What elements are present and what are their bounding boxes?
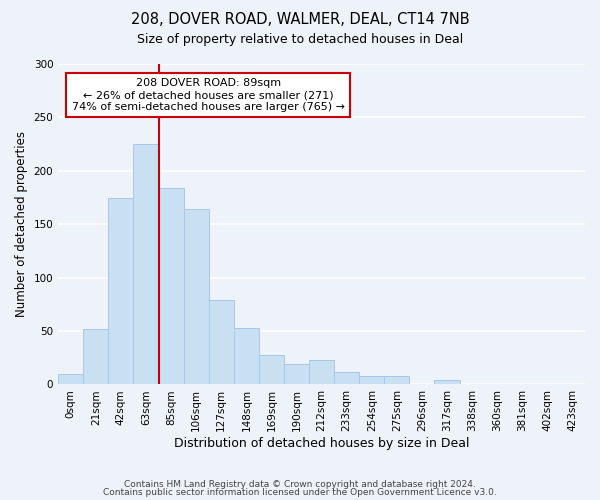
Bar [385,376,409,384]
Text: Contains public sector information licensed under the Open Government Licence v3: Contains public sector information licen… [103,488,497,497]
Bar [83,329,109,384]
Bar [209,300,234,384]
Bar [309,360,334,384]
Text: Contains HM Land Registry data © Crown copyright and database right 2024.: Contains HM Land Registry data © Crown c… [124,480,476,489]
Bar [259,354,284,384]
Bar [234,328,259,384]
Bar [158,188,184,384]
Text: 208, DOVER ROAD, WALMER, DEAL, CT14 7NB: 208, DOVER ROAD, WALMER, DEAL, CT14 7NB [131,12,469,28]
Text: Size of property relative to detached houses in Deal: Size of property relative to detached ho… [137,32,463,46]
Text: 208 DOVER ROAD: 89sqm
← 26% of detached houses are smaller (271)
74% of semi-det: 208 DOVER ROAD: 89sqm ← 26% of detached … [72,78,345,112]
X-axis label: Distribution of detached houses by size in Deal: Distribution of detached houses by size … [174,437,469,450]
Bar [334,372,359,384]
Bar [109,198,133,384]
Bar [434,380,460,384]
Bar [184,210,209,384]
Bar [359,376,385,384]
Bar [58,374,83,384]
Bar [133,144,158,384]
Y-axis label: Number of detached properties: Number of detached properties [15,131,28,317]
Bar [284,364,309,384]
